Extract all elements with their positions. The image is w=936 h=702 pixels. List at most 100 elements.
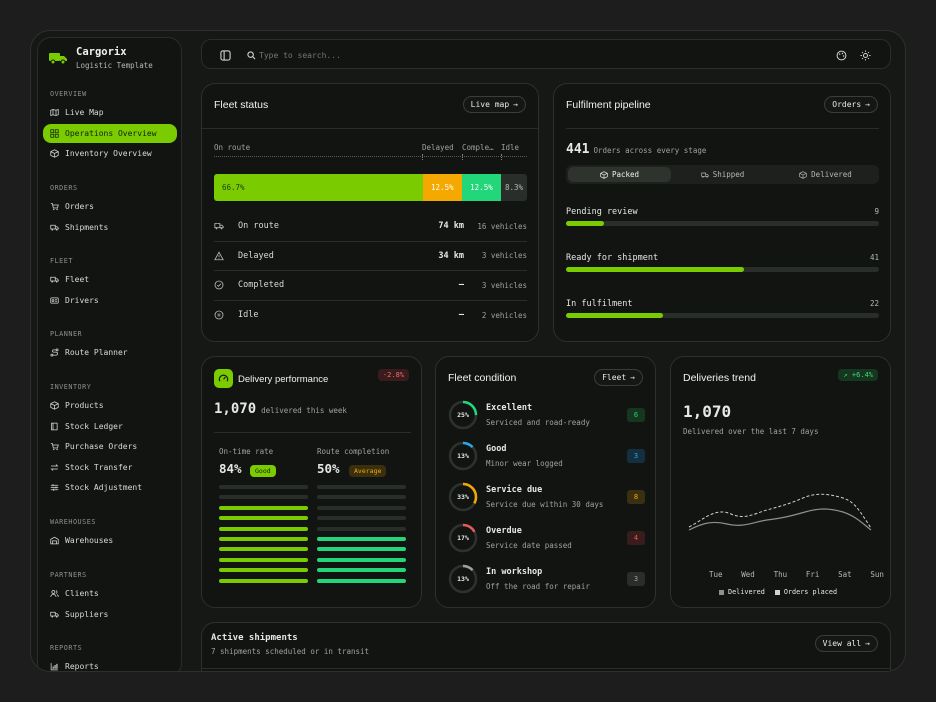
tab-delivered[interactable]: Delivered — [774, 167, 877, 182]
route-completion-bars — [317, 485, 406, 589]
performance-bar — [219, 485, 308, 489]
sidebar-item-route-planner[interactable]: Route Planner — [43, 343, 177, 362]
condition-count: 3 — [627, 449, 645, 463]
segment-label-completed: Comple… — [462, 143, 494, 152]
pipeline-stages: Pending review 9 Ready for shipment 41 In fu… — [566, 207, 879, 341]
route-completion-value: 50% — [317, 461, 340, 476]
fleet-status-row-label: Completed — [238, 280, 285, 291]
condition-description: Off the road for repair — [486, 582, 590, 591]
nav-section-label: OVERVIEW — [50, 90, 87, 98]
sidebar-item-operations-overview[interactable]: Operations Overview — [43, 123, 177, 143]
sidebar-item-stock-transfer[interactable]: Stock Transfer — [43, 458, 177, 477]
trend-title: Deliveries trend — [683, 372, 756, 384]
trend-up-icon: ↗ — [843, 371, 848, 379]
sidebar-item-suppliers[interactable]: Suppliers — [43, 605, 177, 624]
sidebar-item-products[interactable]: Products — [43, 396, 177, 415]
fleet-button[interactable]: Fleet → — [594, 369, 643, 386]
live-map-button[interactable]: Live map → — [462, 96, 526, 113]
sidebar-item-live-map[interactable]: Live Map — [43, 103, 177, 122]
nav-section-label: FLEET — [50, 257, 73, 265]
tab-packed[interactable]: Packed — [568, 167, 671, 182]
condition-name: Excellent — [486, 403, 533, 413]
palette-icon[interactable] — [836, 50, 847, 61]
fleet-condition-item: 17% Overdue Service date passed 4 — [448, 523, 645, 564]
truck-logo-icon — [49, 53, 67, 65]
arrow-right-icon: → — [630, 373, 635, 382]
fleet-segment-label: 66.7% — [222, 183, 245, 192]
performance-bar — [219, 536, 308, 541]
sidebar-item-purchase-orders[interactable]: Purchase Orders — [43, 437, 177, 456]
id-card-icon — [50, 297, 59, 303]
sun-icon[interactable] — [860, 50, 871, 61]
pipeline-card: Fulfilment pipeline Orders → 441 Orders a… — [553, 83, 891, 342]
gauge-icon — [214, 369, 233, 388]
orders-button[interactable]: Orders → — [824, 96, 878, 113]
trend-day-label: Fri — [805, 570, 820, 579]
sidebar-toggle-icon[interactable] — [220, 50, 231, 61]
arrow-right-icon: → — [513, 100, 518, 109]
delivery-count-label: delivered this week — [261, 406, 347, 415]
fleet-status-list: On route 74 km 16 vehicles Delayed 34 km 3 ve… — [214, 212, 527, 330]
fleet-status-row-label: On route — [238, 221, 279, 232]
sidebar-item-inventory-overview[interactable]: Inventory Overview — [43, 144, 177, 163]
pipeline-stage-value: 41 — [869, 253, 879, 262]
nav-section-label: REPORTS — [50, 644, 83, 652]
orders-placed-line — [688, 493, 872, 529]
fleet-condition-item: 13% Good Minor wear logged 3 — [448, 441, 645, 482]
fleet-segment: 12.5% — [422, 174, 462, 201]
fleet-status-row-value: 34 km — [438, 250, 464, 261]
condition-name: Good — [486, 444, 507, 454]
trend-day-label: Wed — [741, 570, 755, 579]
sidebar-item-drivers[interactable]: Drivers — [43, 291, 177, 310]
performance-bar — [219, 547, 308, 552]
sidebar-item-clients[interactable]: Clients — [43, 584, 177, 603]
sidebar-item-label: Products — [65, 401, 104, 410]
sidebar-item-fleet[interactable]: Fleet — [43, 270, 177, 289]
performance-bar — [317, 568, 406, 573]
performance-bar — [219, 495, 308, 500]
ontime-bars — [219, 485, 308, 589]
fleet-segment: 66.7% — [214, 174, 423, 201]
pipeline-title: Fulfilment pipeline — [566, 99, 651, 111]
trend-chart — [688, 493, 872, 531]
truck-icon — [50, 224, 59, 230]
pipeline-stage-label: In fulfilment — [566, 299, 633, 309]
arrow-right-icon: → — [865, 639, 870, 648]
sidebar-item-shipments[interactable]: Shipments — [43, 218, 177, 237]
condition-percent: 13% — [457, 575, 469, 583]
sidebar-item-orders[interactable]: Orders — [43, 197, 177, 216]
legend-orders-placed-label: Orders placed — [783, 588, 838, 596]
condition-description: Service due within 30 days — [486, 500, 604, 509]
shipments-title: Active shipments — [211, 633, 298, 643]
pipeline-stage-track — [566, 313, 879, 318]
sidebar-item-warehouses[interactable]: Warehouses — [43, 531, 177, 550]
pipeline-stage: Ready for shipment 41 — [566, 253, 879, 299]
trend-day-label: Sun — [870, 570, 884, 579]
tab-shipped[interactable]: Shipped — [671, 167, 774, 182]
fleet-condition-item: 13% In workshop Off the road for repair 3 — [448, 564, 645, 605]
fleet-condition-list: 25% Excellent Serviced and road-ready 6 13% G… — [448, 400, 645, 605]
view-all-button[interactable]: View all → — [814, 635, 878, 652]
fleet-status-row-count: 3 vehicles — [481, 251, 527, 261]
legend-delivered-label: Delivered — [728, 588, 765, 596]
fleet-status-row-count: 2 vehicles — [481, 310, 527, 320]
performance-bar — [317, 547, 406, 552]
app-frame: Cargorix Logistic Template OVERVIEW Live … — [30, 30, 906, 672]
delivery-count: 1,070 delivered this week — [214, 401, 347, 417]
fleet-status-row-value: — — [458, 310, 464, 321]
condition-percent: 33% — [457, 493, 469, 501]
sidebar-item-stock-adjustment[interactable]: Stock Adjustment — [43, 478, 177, 497]
performance-bar — [219, 505, 308, 510]
performance-bar — [317, 536, 406, 541]
condition-name: Overdue — [486, 526, 522, 536]
sidebar-item-stock-ledger[interactable]: Stock Ledger — [43, 417, 177, 436]
pipeline-stage-fill — [566, 313, 664, 318]
fleet-status-row-label: Delayed — [238, 250, 274, 261]
nav-section-label: ORDERS — [50, 184, 78, 192]
warehouse-icon — [50, 536, 59, 545]
search-input[interactable] — [259, 48, 559, 62]
sidebar-item-label: Operations Overview — [65, 128, 157, 138]
condition-percent: 17% — [457, 534, 469, 542]
condition-percent: 13% — [457, 452, 469, 460]
sidebar-item-reports[interactable]: Reports — [43, 657, 177, 671]
